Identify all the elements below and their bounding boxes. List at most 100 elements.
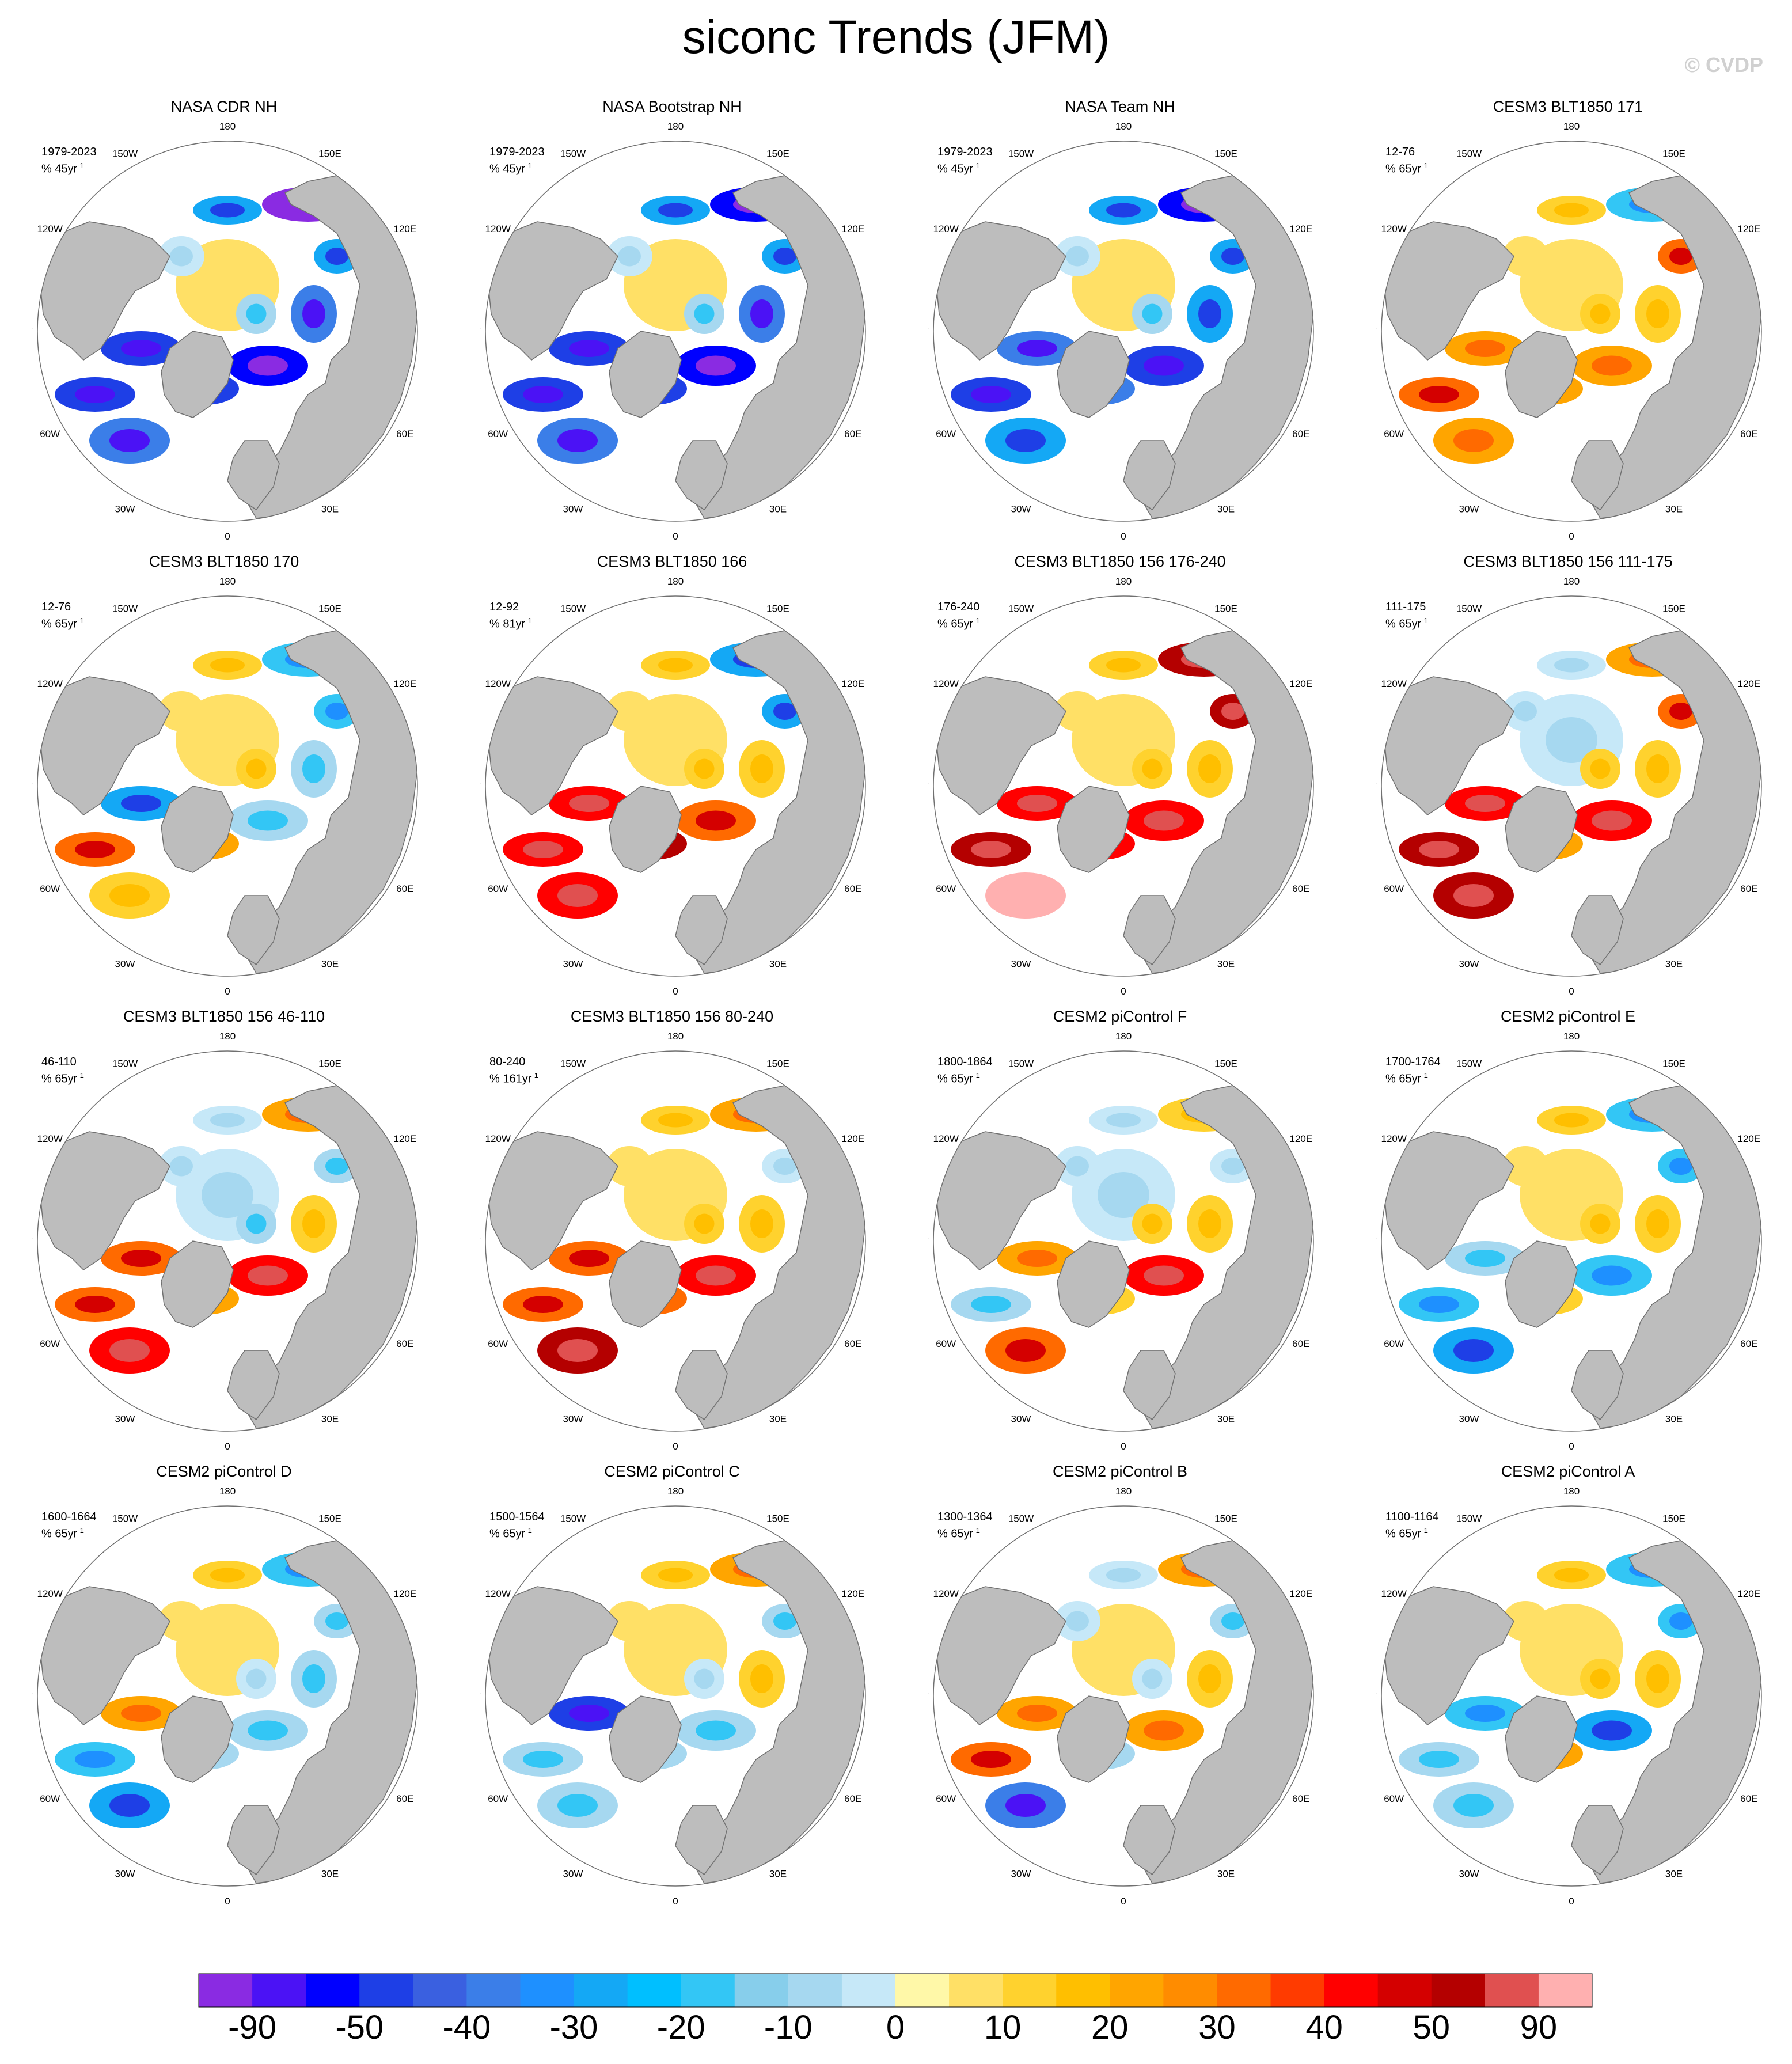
trend-patch-core — [1514, 1156, 1537, 1177]
trend-patch-core — [557, 1339, 598, 1362]
longitude-label: 0 — [1569, 1441, 1574, 1451]
trend-patch-core — [696, 355, 736, 376]
trend-units-text: % 65yr — [1385, 1072, 1422, 1086]
polar-map: 180150E120E90E60E30E030W60W90W120W150W — [928, 1486, 1314, 1906]
period-label: 111-175 % 65yr-1 — [1385, 600, 1428, 631]
period-years: 111-175 — [1385, 601, 1426, 613]
trend-patch-core — [1592, 355, 1632, 376]
map-panel: CESM2 piControl E 1700-1764 % 65yr-1 180 150… — [1344, 1008, 1792, 1463]
trend-patch-core — [1592, 1265, 1632, 1286]
longitude-label: 150E — [318, 604, 341, 614]
trend-patch-core — [246, 1213, 267, 1234]
trend-patch-core — [202, 1627, 253, 1673]
longitude-label: 180 — [1563, 576, 1580, 587]
longitude-label: 30E — [321, 503, 339, 514]
longitude-label: 0 — [1121, 1896, 1126, 1906]
longitude-label: 120W — [485, 1588, 510, 1599]
trend-patch-core — [170, 1156, 193, 1177]
land-mass — [675, 440, 728, 511]
trend-patch-core — [75, 386, 115, 403]
trend-patch-core — [1465, 340, 1505, 357]
longitude-label: 180 — [667, 121, 684, 132]
colorbar-tick-label: -40 — [442, 2009, 491, 2046]
panel-title: CESM3 BLT1850 156 176-240 — [1014, 553, 1226, 570]
trend-patch-core — [1017, 1705, 1057, 1722]
land-mass — [936, 1586, 1066, 1725]
longitude-label: 180 — [1115, 1486, 1132, 1497]
period-label: 1600-1664 % 65yr-1 — [41, 1510, 97, 1541]
longitude-label: 150E — [766, 149, 789, 160]
trend-patch-core — [773, 1612, 796, 1630]
longitude-label: 150W — [1456, 1513, 1482, 1524]
trend-patch-core — [1198, 1664, 1221, 1693]
trend-patch-core — [1590, 758, 1611, 779]
trend-patch-core — [569, 1250, 609, 1267]
longitude-label: 60W — [936, 428, 956, 439]
longitude-label: 0 — [1569, 1896, 1574, 1906]
colorbar-tick-label: 50 — [1413, 2009, 1451, 2046]
land-mass — [1123, 1805, 1176, 1876]
trend-patch-core — [569, 340, 609, 357]
map-panel: CESM2 piControl F 1800-1864 % 65yr-1 180 150… — [896, 1008, 1344, 1463]
trend-patch-core — [1221, 248, 1244, 265]
longitude-label: 150E — [1662, 1058, 1685, 1069]
land-mass — [609, 786, 682, 873]
trend-patch-core — [121, 1705, 161, 1722]
longitude-label: 60E — [396, 428, 413, 439]
period-label: 12-76 % 65yr-1 — [1385, 145, 1428, 176]
trend-patch-core — [694, 1668, 715, 1689]
map-panel: CESM3 BLT1850 156 46-110 46-110 % 65yr-1 18… — [0, 1008, 448, 1463]
trend-patch-core — [1590, 303, 1611, 324]
longitude-label: 180 — [1563, 121, 1580, 132]
trend-units-text: % 65yr — [937, 1072, 974, 1086]
longitude-label: 60W — [40, 428, 60, 439]
longitude-label: 150W — [112, 149, 138, 160]
land-mass — [1057, 1240, 1130, 1328]
longitude-label: 120W — [37, 223, 62, 234]
trend-units-text: % 65yr — [1385, 162, 1422, 176]
longitude-label: 30W — [1459, 503, 1479, 514]
panel-title: CESM3 BLT1850 171 — [1493, 98, 1643, 115]
period-years: 1800-1864 — [937, 1056, 993, 1068]
colorbar-swatch — [1538, 1974, 1593, 2007]
period-label: 1800-1864 % 65yr-1 — [937, 1055, 993, 1086]
trend-patch-core — [325, 248, 348, 265]
trend-patch-core — [523, 841, 563, 858]
trend-units-text: % 65yr — [489, 1527, 526, 1541]
trend-patch-core — [325, 1158, 348, 1175]
trend-patch-core — [1017, 1250, 1057, 1267]
trend-units: % 161yr-1 — [489, 1071, 538, 1086]
trend-patch-core — [1198, 299, 1221, 328]
trend-patch-core — [1554, 658, 1589, 673]
longitude-label: 60E — [1740, 428, 1757, 439]
trend-patch-core — [1198, 1209, 1221, 1238]
longitude-label: 150W — [560, 604, 586, 614]
longitude-label: 30W — [1011, 503, 1031, 514]
trend-patch-core — [325, 1612, 348, 1630]
land-mass — [40, 1131, 170, 1270]
longitude-label: 180 — [1115, 1031, 1132, 1042]
panel-title: NASA CDR NH — [170, 98, 278, 115]
colorbar-swatch — [306, 1974, 360, 2007]
period-label: 1979-2023 % 45yr-1 — [937, 145, 993, 176]
polar-map: 180150E120E90E60E30E030W60W90W120W150W — [928, 576, 1314, 996]
colorbar-tick-label: -10 — [764, 2009, 813, 2046]
longitude-label: 150W — [1456, 604, 1482, 614]
trend-units: % 65yr-1 — [41, 1071, 84, 1086]
trend-patch-core — [1554, 1113, 1589, 1128]
period-label: 1979-2023 % 45yr-1 — [41, 145, 97, 176]
trend-patch-core — [1646, 299, 1669, 328]
trend-units-text: % 45yr — [489, 162, 526, 176]
trend-patch-core — [210, 203, 245, 218]
trend-units: % 65yr-1 — [1385, 616, 1428, 631]
trend-patch-core — [1546, 1172, 1597, 1218]
longitude-label: 120E — [1289, 1588, 1312, 1599]
trend-patch-core — [1066, 701, 1089, 722]
trend-patch-core — [75, 1296, 115, 1313]
longitude-label: 0 — [1121, 1441, 1126, 1451]
longitude-label: 30E — [1217, 958, 1235, 969]
colorbar-swatch — [1163, 1974, 1217, 2007]
trend-units: % 65yr-1 — [41, 616, 84, 631]
polar-map: 180150E120E90E60E30E030W60W90W120W150W — [32, 1031, 418, 1451]
trend-patch-core — [1142, 303, 1163, 324]
